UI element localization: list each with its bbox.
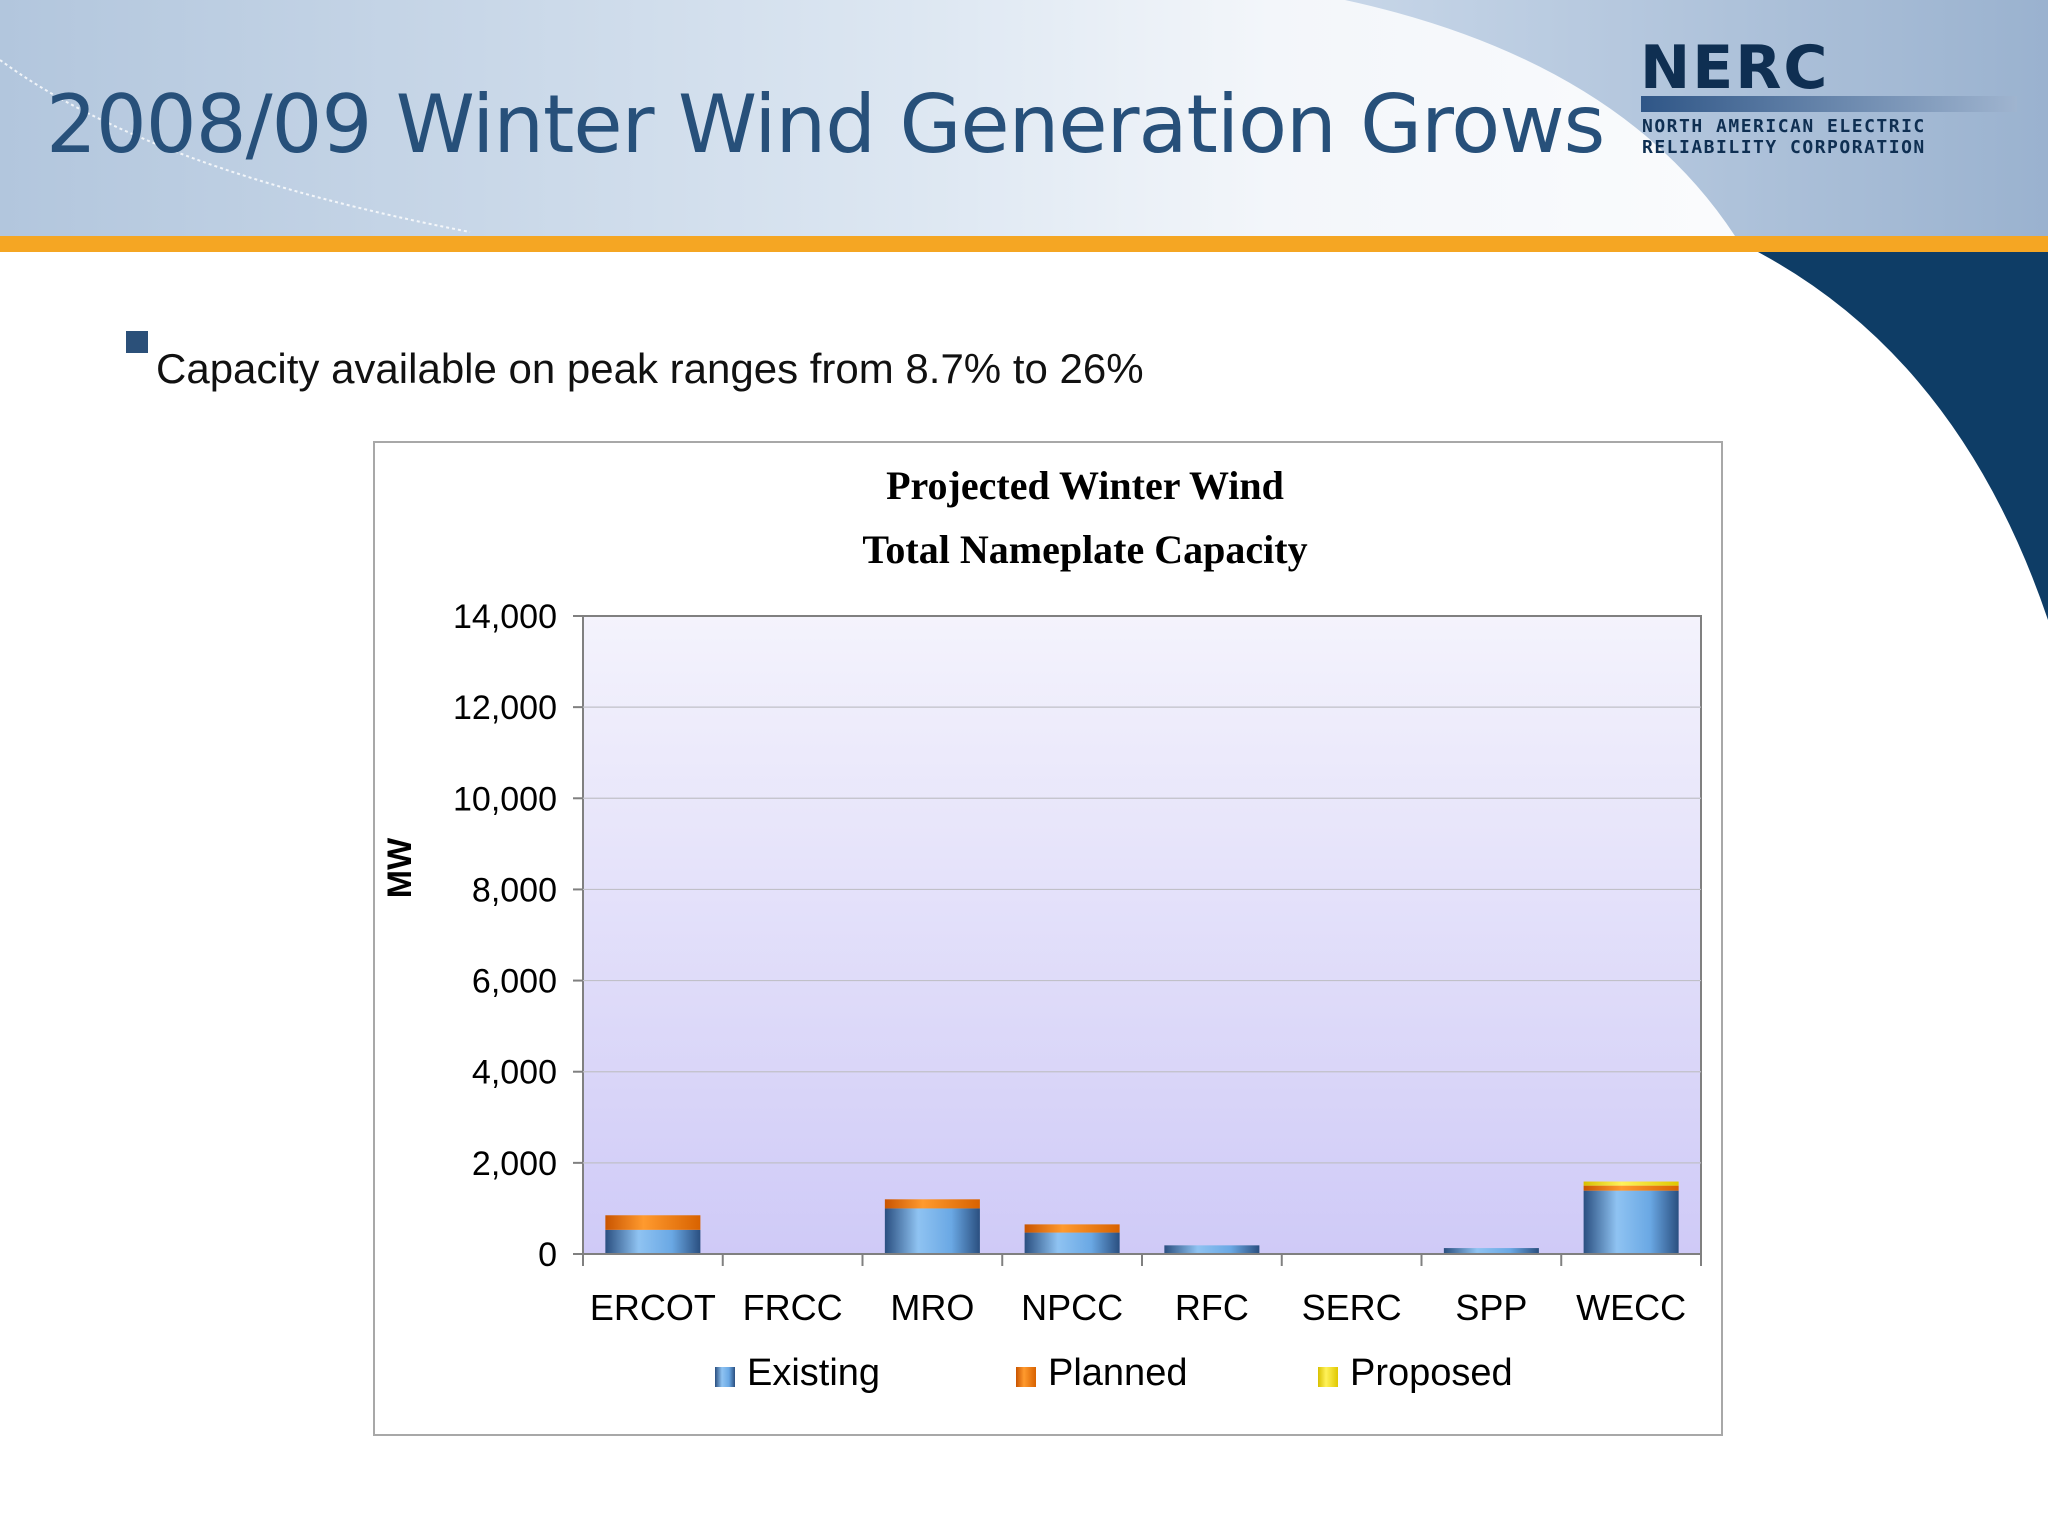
bars <box>583 1181 1701 1255</box>
legend-label-existing: Existing <box>747 1352 880 1394</box>
plot-area <box>582 615 1702 1255</box>
bar-segment-existing <box>1164 1245 1260 1254</box>
y-tick-label: 12,000 <box>453 689 557 727</box>
nerc-logo: NERC NORTH AMERICAN ELECTRIC RELIABILITY… <box>1640 33 2020 158</box>
y-tick-label: 0 <box>538 1236 557 1274</box>
y-tick-label: 6,000 <box>472 963 557 1001</box>
header-background <box>0 0 2048 252</box>
bar-segment-planned <box>884 1199 980 1209</box>
legend-label-planned: Planned <box>1048 1352 1187 1394</box>
bullet-text: Capacity available on peak ranges from 8… <box>156 345 1144 392</box>
x-tick-label: NPCC <box>1021 1287 1123 1328</box>
legend-label-proposed: Proposed <box>1350 1352 1513 1394</box>
bar-segment-planned <box>1583 1185 1679 1191</box>
accent-bar <box>0 236 2048 252</box>
slide-header: 2008/09 Winter Wind Generation Grows NER… <box>0 0 2048 252</box>
chart-title-line1: Projected Winter Wind <box>886 463 1284 508</box>
bar-segment-proposed <box>1583 1181 1679 1186</box>
bar-segment-existing <box>605 1229 701 1254</box>
bar-segment-existing <box>1443 1248 1539 1254</box>
logo-bar <box>1641 96 2017 112</box>
y-axis-ticks: 0 2,000 4,000 6,000 8,000 10,000 12,000 14,000 <box>453 598 583 1274</box>
chart-legend: Existing Planned Proposed <box>715 1352 1513 1394</box>
logo-subtitle-line1: NORTH AMERICAN ELECTRIC <box>1642 116 1926 137</box>
header-arc <box>1345 0 2048 236</box>
x-tick-label: FRCC <box>743 1287 843 1328</box>
x-tick-label: WECC <box>1576 1287 1686 1328</box>
x-tick-label: ERCOT <box>590 1287 716 1328</box>
legend-swatch-proposed <box>1318 1367 1338 1387</box>
x-tick-label: RFC <box>1175 1287 1249 1328</box>
y-tick-label: 14,000 <box>453 598 557 636</box>
gridlines <box>583 706 1701 1164</box>
x-tick-label: SPP <box>1455 1287 1527 1328</box>
y-tick-label: 2,000 <box>472 1145 557 1183</box>
logo-subtitle-line2: RELIABILITY CORPORATION <box>1642 137 1926 158</box>
legend-swatch-planned <box>1016 1367 1036 1387</box>
x-axis-ticks: ERCOT FRCC MRO NPCC RFC SERC SPP WECC <box>582 1254 1702 1328</box>
y-tick-label: 4,000 <box>472 1054 557 1092</box>
y-tick-label: 8,000 <box>472 871 557 909</box>
bullet-marker <box>126 331 148 353</box>
dark-swoosh <box>1758 252 2048 620</box>
header-dotted-curve <box>0 59 471 233</box>
logo-wordmark: NERC <box>1640 33 1830 103</box>
bar-segment-planned <box>1024 1224 1120 1233</box>
bar-segment-existing <box>1024 1232 1120 1254</box>
bar-segment-existing <box>1583 1190 1679 1254</box>
x-tick-label: MRO <box>890 1287 974 1328</box>
bar-segment-existing <box>884 1208 980 1254</box>
logo-subtitle: NORTH AMERICAN ELECTRIC RELIABILITY CORP… <box>1642 116 1926 158</box>
y-axis-label: MW <box>381 837 419 898</box>
chart-frame: Projected Winter Wind Total Nameplate Ca… <box>373 441 1723 1436</box>
y-tick-label: 10,000 <box>453 780 557 818</box>
x-tick-label: SERC <box>1302 1287 1402 1328</box>
slide-title: 2008/09 Winter Wind Generation Grows <box>46 78 1605 171</box>
bar-segment-planned <box>605 1215 701 1230</box>
chart-title-line2: Total Nameplate Capacity <box>862 527 1307 572</box>
legend-swatch-existing <box>715 1367 735 1387</box>
wind-capacity-chart: Projected Winter Wind Total Nameplate Ca… <box>381 463 1702 1394</box>
